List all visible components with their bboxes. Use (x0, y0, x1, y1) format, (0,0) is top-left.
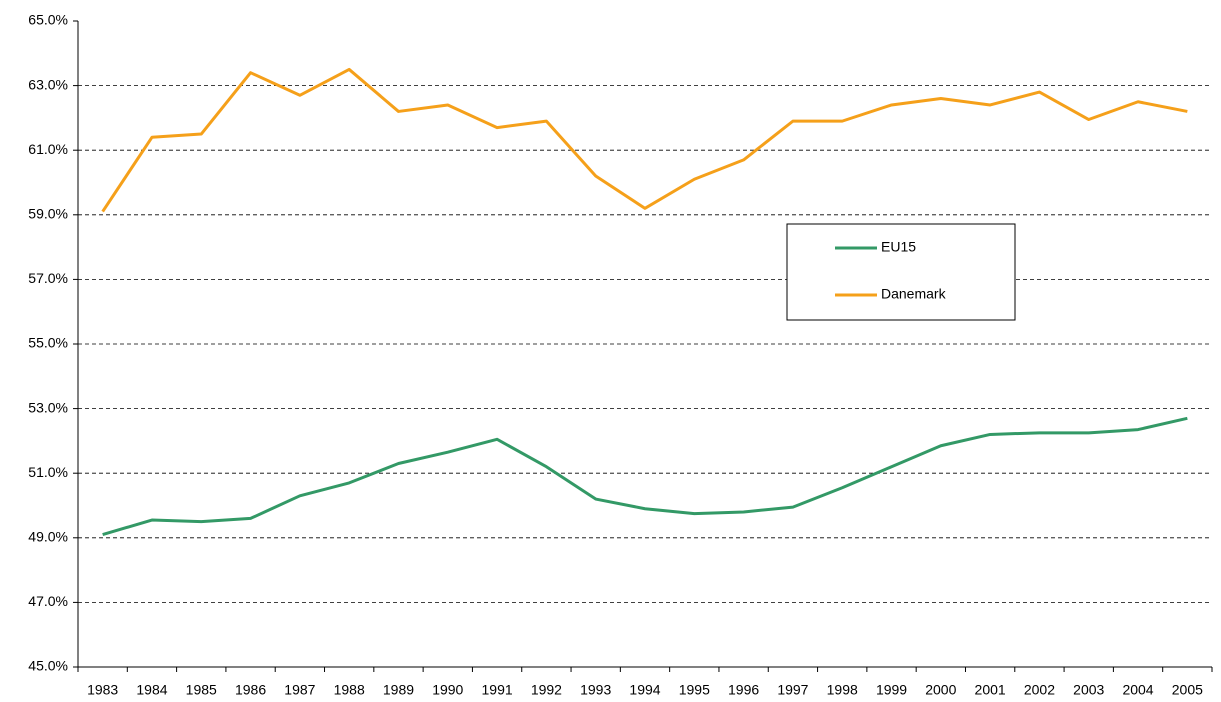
y-tick-label: 63.0% (28, 76, 68, 92)
x-tick-label: 1996 (728, 682, 759, 698)
legend-label: EU15 (881, 239, 916, 255)
series-line (101, 67, 1188, 213)
x-tick-label: 2002 (1024, 682, 1055, 698)
y-tick-label: 59.0% (28, 206, 68, 222)
x-tick-label: 1995 (679, 682, 710, 698)
x-tick-label: 2004 (1122, 682, 1153, 698)
legend-box (786, 223, 1016, 321)
x-tick-label: 1993 (580, 682, 611, 698)
x-tick-label: 1987 (284, 682, 315, 698)
x-tick-label: 1985 (186, 682, 217, 698)
y-tick-label: 47.0% (28, 593, 68, 609)
x-tick-label: 1991 (482, 682, 513, 698)
x-tick-label: 1989 (383, 682, 414, 698)
x-tick-label: 1984 (136, 682, 167, 698)
legend-label: Danemark (881, 286, 947, 302)
y-tick-label: 45.0% (28, 658, 68, 674)
y-tick-label: 53.0% (28, 399, 68, 415)
x-tick-label: 1992 (531, 682, 562, 698)
y-tick-label: 55.0% (28, 335, 68, 351)
x-tick-label: 1988 (334, 682, 365, 698)
x-tick-label: 1986 (235, 682, 266, 698)
x-tick-label: 1983 (87, 682, 118, 698)
x-tick-label: 2005 (1172, 682, 1203, 698)
y-tick-label: 49.0% (28, 529, 68, 545)
x-tick-label: 1999 (876, 682, 907, 698)
y-tick-label: 61.0% (28, 141, 68, 157)
x-tick-label: 2000 (925, 682, 956, 698)
x-tick-label: 2003 (1073, 682, 1104, 698)
x-tick-label: 1997 (777, 682, 808, 698)
x-tick-label: 1990 (432, 682, 463, 698)
x-tick-label: 1994 (629, 682, 660, 698)
y-tick-label: 65.0% (28, 12, 68, 28)
x-tick-label: 1998 (827, 682, 858, 698)
x-tick-label: 2001 (975, 682, 1006, 698)
y-tick-label: 51.0% (28, 464, 68, 480)
y-tick-label: 57.0% (28, 270, 68, 286)
series-line (102, 416, 1188, 537)
